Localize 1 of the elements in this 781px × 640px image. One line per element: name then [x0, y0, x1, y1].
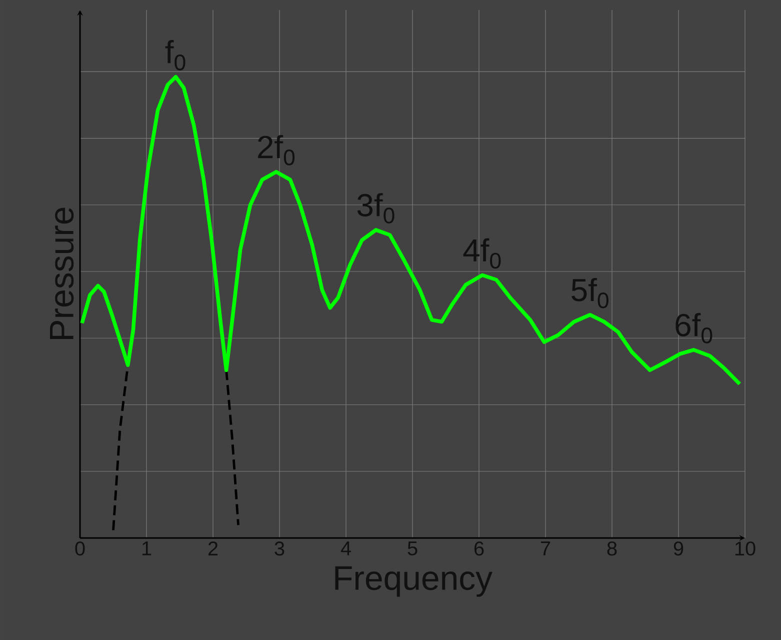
annotation: 6f$_{0}$ [676, 313, 712, 344]
